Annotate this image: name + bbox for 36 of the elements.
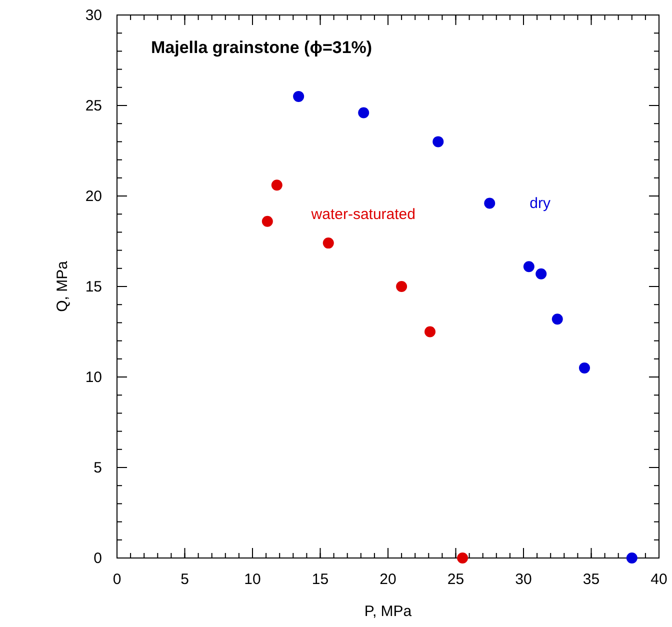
- point: [626, 552, 638, 564]
- x-tick-label: 0: [112, 571, 122, 588]
- point: [424, 326, 436, 338]
- point: [523, 261, 534, 272]
- x-tick-label: 20: [380, 571, 396, 588]
- y-tick-label: 15: [85, 278, 102, 296]
- point: [432, 136, 444, 148]
- point: [271, 180, 282, 191]
- y-tick-label: 10: [85, 369, 102, 386]
- point: [536, 268, 547, 280]
- point: [457, 552, 468, 564]
- point: [396, 281, 408, 292]
- x-tick-label: 15: [312, 571, 329, 588]
- x-tick-label: 25: [447, 571, 464, 588]
- text: dry: [530, 195, 551, 212]
- y-tick-label: 25: [85, 98, 102, 114]
- y-tick-label: 30: [85, 7, 102, 24]
- x-tick-label: 35: [582, 571, 600, 588]
- point: [578, 362, 590, 374]
- point: [262, 216, 273, 227]
- point: [484, 198, 496, 209]
- series-label: water-saturated: [310, 206, 416, 224]
- point: [552, 314, 563, 325]
- x-tick-label: 30: [515, 571, 532, 588]
- x-axis-title: P, MPa: [364, 603, 412, 620]
- y-axis-title: Q, MPa: [54, 260, 71, 312]
- y-tick-label: 5: [94, 460, 102, 476]
- point: [293, 90, 304, 102]
- point: [322, 238, 334, 249]
- text: Majella grainstone (ϕ=31%): [151, 38, 372, 57]
- x-tick-label: 10: [244, 571, 261, 588]
- y-tick-label: 0: [94, 550, 102, 567]
- x-tick-label: 40: [650, 571, 668, 588]
- x-tick-label: 5: [180, 571, 189, 588]
- y-tick-label: 20: [85, 188, 102, 205]
- point: [358, 107, 370, 118]
